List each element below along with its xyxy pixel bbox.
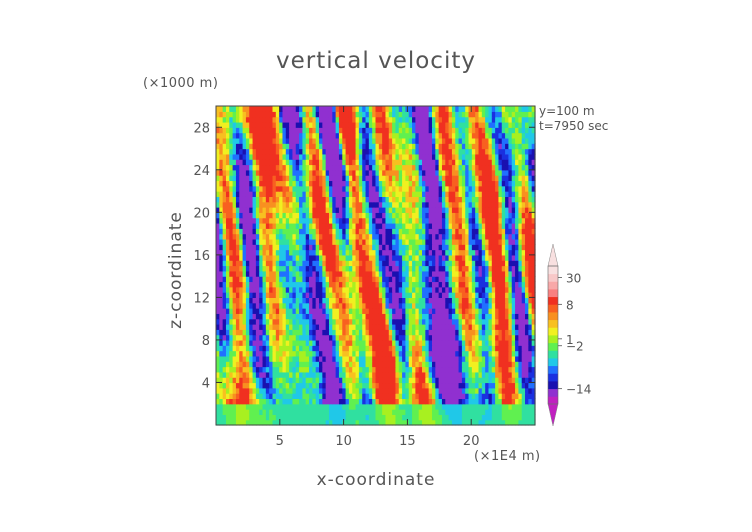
y-tick-label: 24 <box>193 164 210 179</box>
y-tick-label: 16 <box>193 249 210 264</box>
colorbar-extend-top <box>547 243 559 267</box>
x-axis-unit: (×1E4 m) <box>474 449 541 464</box>
colorbar-segment <box>548 266 558 275</box>
annotation-y-position: y=100 m <box>539 104 595 118</box>
colorbar-label: 1 <box>566 333 574 347</box>
y-tick-label: 28 <box>193 121 210 136</box>
x-tick-label: 15 <box>399 434 416 449</box>
colorbar-label: 8 <box>566 298 574 312</box>
colorbar-segment <box>548 319 558 328</box>
heatmap-field <box>216 106 536 426</box>
colorbar-label: 30 <box>566 272 581 286</box>
colorbar-segment <box>548 358 558 367</box>
colorbar-segment <box>548 312 558 321</box>
y-axis-unit: (×1000 m) <box>143 76 219 91</box>
colorbar-segment <box>548 281 558 290</box>
colorbar-segment <box>548 273 558 282</box>
y-tick-label: 20 <box>193 206 210 221</box>
x-tick-label: 5 <box>276 434 284 449</box>
chart-title: vertical velocity <box>276 48 476 74</box>
colorbar-segment <box>548 396 558 405</box>
colorbar-segment <box>548 350 558 359</box>
colorbar-segment <box>548 365 558 374</box>
colorbar-segment <box>548 381 558 390</box>
colorbar-segment <box>548 327 558 336</box>
colorbar-segment <box>548 342 558 351</box>
annotation-time: t=7950 sec <box>539 119 609 133</box>
colorbar-segment <box>548 304 558 313</box>
x-axis-label: x-coordinate <box>316 470 436 490</box>
colorbar-segment <box>548 289 558 298</box>
y-tick-label: 12 <box>193 291 210 306</box>
y-tick-label: 8 <box>202 334 210 349</box>
colorbar-frame <box>547 265 559 405</box>
colorbar-segment <box>548 373 558 382</box>
x-tick-label: 20 <box>463 434 480 449</box>
colorbar-label: −2 <box>566 340 584 354</box>
x-tick-label: 10 <box>335 434 352 449</box>
y-tick-label: 4 <box>202 376 210 391</box>
colorbar-extend-bottom <box>547 403 559 427</box>
colorbar-segment <box>548 296 558 305</box>
colorbar-segment <box>548 335 558 344</box>
plot-frame <box>215 105 536 426</box>
colorbar-segment <box>548 388 558 397</box>
colorbar-label: −14 <box>566 383 591 397</box>
